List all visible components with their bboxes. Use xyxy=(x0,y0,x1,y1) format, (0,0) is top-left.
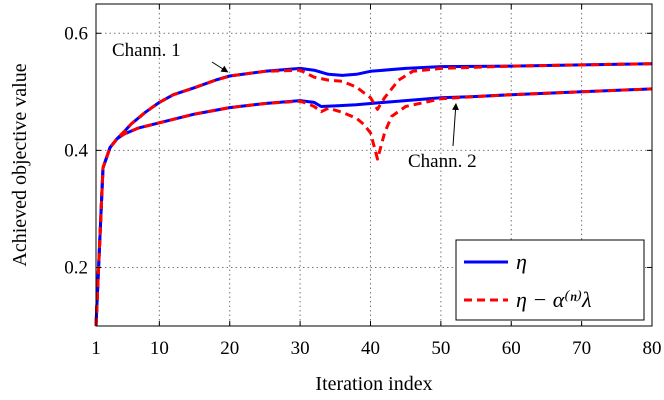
x-tick-label: 80 xyxy=(643,338,662,359)
y-tick-label: 0.6 xyxy=(64,23,88,44)
penalized-line-chann-1 xyxy=(94,62,653,327)
annotation-arrow-chann-1 xyxy=(211,61,229,73)
y-axis-label: Achieved objective value xyxy=(9,63,31,266)
x-axis-label: Iteration index xyxy=(315,373,432,395)
y-tick-label: 0.4 xyxy=(64,140,88,161)
annotation-arrow-chann-2 xyxy=(452,102,459,147)
penalized-line-chann-2 xyxy=(94,87,653,327)
y-tick-label: 0.2 xyxy=(64,257,88,278)
series-layer xyxy=(94,62,653,327)
legend-box xyxy=(455,239,645,321)
x-tick-label: 70 xyxy=(572,338,591,359)
legend: η η − α⁽ⁿ⁾λ xyxy=(455,239,645,321)
legend-label-eta: η xyxy=(516,249,527,274)
annotation-chann-1: Chann. 1 xyxy=(112,40,181,61)
x-tick-label: 30 xyxy=(291,338,310,359)
x-tick-label: 1 xyxy=(91,338,101,359)
x-tick-label: 20 xyxy=(220,338,239,359)
annotation-chann-2: Chann. 2 xyxy=(408,151,477,172)
tick-layer: 1 10 20 30 40 50 60 70 80 0.2 0.4 0.6 xyxy=(64,4,662,359)
legend-label-penalized: η − α⁽ⁿ⁾λ xyxy=(516,287,592,312)
x-tick-label: 50 xyxy=(431,338,450,359)
plot-frame xyxy=(95,3,653,327)
x-tick-label: 40 xyxy=(361,338,380,359)
x-tick-label: 60 xyxy=(502,338,521,359)
annotation-layer: Chann. 1 Chann. 2 xyxy=(112,40,477,172)
x-tick-label: 10 xyxy=(150,338,169,359)
